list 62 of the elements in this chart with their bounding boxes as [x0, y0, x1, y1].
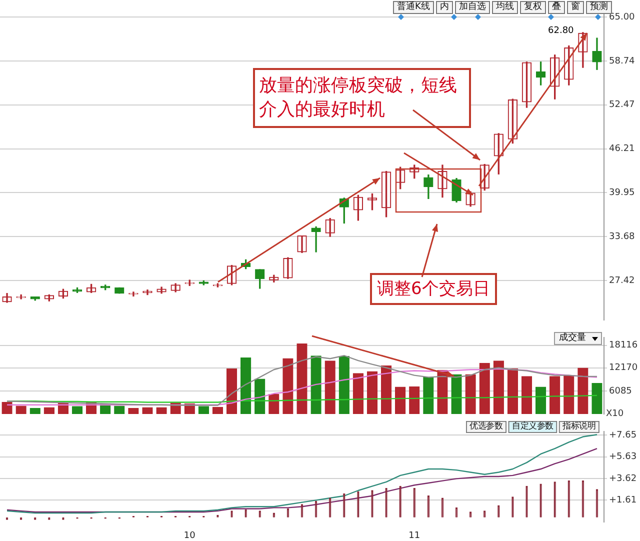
bar	[493, 360, 504, 414]
annotation: 叠	[548, 1, 565, 14]
bar	[282, 358, 294, 414]
annotation: 窗	[566, 1, 584, 14]
bar	[578, 368, 588, 414]
y-tick-label: 58.74	[609, 56, 636, 66]
y-tick-label: 46.21	[609, 144, 635, 154]
bar	[240, 358, 252, 414]
bar	[310, 356, 322, 414]
bar	[451, 374, 462, 414]
bar	[479, 362, 490, 414]
y-tick-label: 33.68	[609, 232, 636, 242]
bar	[352, 373, 364, 414]
y-tick-label: 39.95	[609, 188, 635, 198]
annotation: 62.80	[548, 26, 574, 37]
y-tick-label: 65.00	[609, 12, 636, 22]
bar	[507, 368, 518, 414]
y-tick-label: +3.62	[609, 474, 637, 484]
annotation: 放量的涨停板突破，短线介入的最好时机	[253, 68, 471, 128]
bar	[592, 382, 602, 414]
x-tick-label: 10	[184, 530, 196, 541]
bar	[268, 394, 280, 414]
bar	[521, 376, 532, 414]
annotation: 加自选	[454, 1, 490, 14]
text: X10	[606, 409, 624, 420]
bar	[380, 366, 392, 414]
bar	[409, 386, 420, 414]
bar	[128, 408, 139, 414]
y-tick-label: +7.65	[609, 430, 637, 441]
bar	[296, 344, 308, 414]
y-tick-label: 6085	[609, 386, 632, 396]
y-tick-label: 52.47	[609, 100, 635, 110]
bar	[535, 386, 546, 414]
text: 指标说明	[558, 421, 600, 433]
bar	[226, 368, 238, 414]
bar	[366, 371, 378, 414]
y-tick-label: 27.42	[609, 276, 635, 286]
y-tick-label: +1.61	[609, 495, 637, 506]
annotation: 复权	[520, 1, 546, 14]
bar	[338, 356, 350, 414]
bar	[465, 374, 476, 414]
bar	[394, 386, 406, 414]
y-tick-label: 18116	[609, 340, 638, 351]
text: 自定义参数	[508, 421, 558, 433]
annotation: 预测	[586, 1, 612, 14]
bar	[423, 376, 434, 414]
bar	[254, 378, 266, 414]
y-tick-label: 12170	[609, 363, 638, 374]
annotation: 调整6个交易日	[370, 273, 497, 305]
text: 优选参数	[466, 421, 506, 433]
annotation: 均线	[492, 1, 518, 14]
bar	[564, 374, 574, 414]
y-tick-label: +5.63	[609, 452, 637, 462]
bar	[324, 360, 336, 414]
x-tick-label: 11	[408, 530, 420, 541]
annotation: 成交量	[559, 333, 586, 343]
candlestick	[142, 290, 152, 296]
bar	[550, 376, 560, 414]
candlestick	[44, 294, 54, 302]
bar	[30, 408, 40, 414]
annotation: 普通K线	[393, 1, 434, 14]
annotation: 内	[436, 1, 453, 14]
